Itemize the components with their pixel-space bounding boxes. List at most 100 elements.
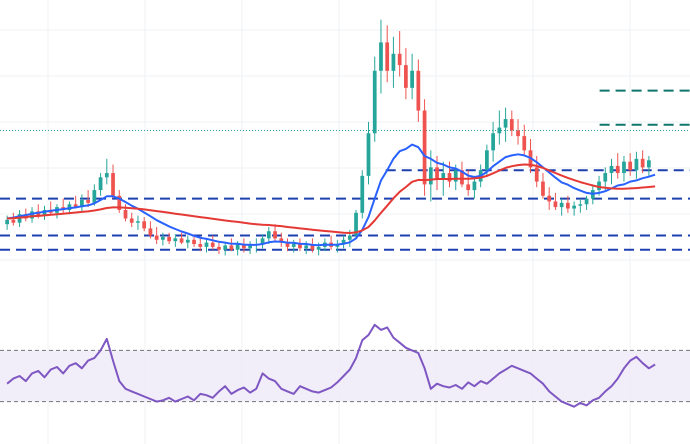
candle-body [242, 244, 246, 249]
candle-body [422, 110, 427, 185]
candle-body [441, 173, 446, 179]
candle-body [235, 244, 240, 250]
candle-body [404, 65, 408, 88]
candle-body [622, 161, 626, 174]
candle-body [634, 158, 639, 171]
candle-body [30, 211, 34, 219]
candle-body [111, 173, 115, 196]
oscillator-line-path [6, 323, 656, 408]
candle-body [485, 150, 489, 171]
candle-body [572, 205, 576, 209]
candle-body [547, 195, 552, 202]
candle-body [217, 246, 221, 250]
candle-body [129, 218, 134, 223]
candle-body [179, 238, 184, 243]
candle-body [372, 70, 377, 134]
oscillator-band-fill [0, 350, 690, 402]
candle-body [447, 173, 452, 182]
moving-averages [6, 143, 656, 247]
candle-body [210, 242, 215, 247]
oscillator-line [6, 323, 656, 408]
candle-body [491, 133, 495, 151]
candle-body [559, 202, 564, 208]
candle-body [534, 167, 539, 182]
candle-body [98, 177, 103, 191]
candle-body [391, 53, 396, 71]
candle-body [640, 158, 645, 168]
candle-body [223, 245, 228, 250]
candle-body [647, 160, 651, 168]
candle-body [366, 133, 371, 176]
candle-body [472, 181, 477, 191]
candle-body [148, 228, 153, 236]
candle-body [154, 235, 159, 240]
candle-body [273, 231, 277, 239]
candle-body [11, 219, 16, 223]
candle-body [453, 170, 458, 182]
candle-body [279, 238, 284, 243]
candle-body [167, 236, 171, 242]
candle-body [316, 246, 321, 250]
candle-body [304, 245, 309, 249]
candle-body [104, 173, 109, 178]
candle-body [185, 239, 190, 243]
candle-body [603, 173, 608, 182]
candle-body [260, 238, 265, 245]
candle-body [67, 204, 72, 210]
candle-body [42, 209, 47, 216]
candle-body [142, 221, 147, 229]
candle-body [385, 42, 390, 71]
candle-body [497, 127, 502, 134]
candle-body [229, 245, 234, 250]
candle-body [628, 161, 633, 171]
candle-body [410, 70, 414, 88]
candle-body [553, 201, 558, 208]
candle-body [597, 181, 601, 191]
candle-body [541, 181, 545, 196]
candle-body [310, 245, 315, 250]
fast-moving-average-line [6, 143, 656, 247]
candle-body [615, 165, 620, 174]
candle-body [360, 175, 365, 213]
reference-levels [0, 89, 690, 251]
candle-body [341, 239, 346, 245]
candle-body [509, 119, 514, 131]
candle-body [578, 204, 583, 206]
candle-body [516, 130, 520, 137]
candle-body [92, 190, 97, 203]
candle-body [609, 165, 614, 174]
candle-body [161, 236, 165, 240]
candle-body [248, 245, 252, 249]
candle-body [80, 200, 84, 208]
candle-body [198, 244, 203, 247]
candle-body [204, 242, 209, 247]
candle-body [5, 219, 9, 225]
candle-body [460, 170, 464, 185]
candle-body [123, 209, 128, 219]
candle-body [416, 70, 421, 111]
slow-moving-average-line [7, 163, 656, 234]
oscillator-band [0, 349, 690, 403]
candle-body [522, 136, 527, 151]
candle-body [136, 221, 140, 223]
candle-body [347, 235, 352, 240]
candle-body [266, 231, 271, 239]
candle-body [397, 53, 402, 66]
candle-body [584, 198, 589, 205]
candle-body [285, 242, 290, 247]
candle-body [117, 195, 122, 210]
candle-body [566, 202, 570, 209]
candle-body [73, 204, 78, 208]
candle-body [379, 42, 383, 71]
candle-body [503, 119, 508, 128]
candle-body [466, 184, 471, 191]
candle-body [192, 239, 196, 245]
candle-body [173, 238, 178, 242]
candle-body [86, 200, 90, 203]
candle-body [298, 244, 302, 249]
candle-body [428, 167, 433, 185]
candle-body [354, 212, 358, 236]
candle-body [291, 244, 296, 247]
